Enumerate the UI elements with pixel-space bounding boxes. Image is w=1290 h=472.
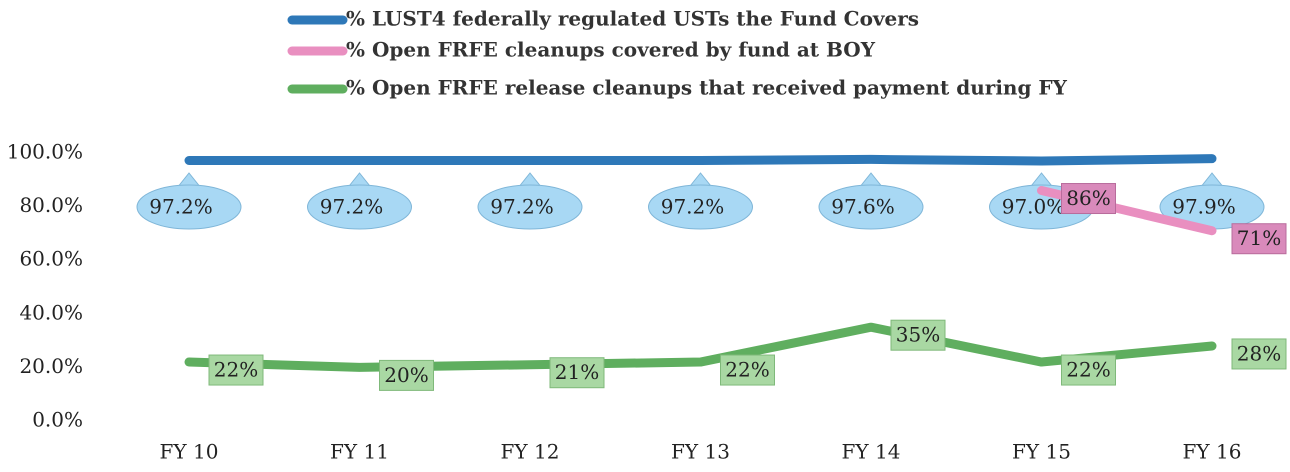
data-label: 20% xyxy=(384,363,428,387)
x-tick-label: FY 12 xyxy=(501,440,560,464)
data-label-bg xyxy=(818,184,924,230)
data-label: 22% xyxy=(1066,358,1110,382)
legend-label: % Open FRFE cleanups covered by fund at … xyxy=(346,38,876,62)
y-tick-label: 80.0% xyxy=(19,193,83,217)
data-label-bg xyxy=(1061,183,1116,215)
data-label: 21% xyxy=(555,360,599,384)
y-tick-label: 0.0% xyxy=(32,408,83,432)
data-label: 28% xyxy=(1237,341,1281,365)
legend-label: % Open FRFE release cleanups that receiv… xyxy=(346,76,1068,100)
data-label-bg xyxy=(648,184,753,230)
data-label-bg xyxy=(136,184,242,230)
x-tick-label: FY 10 xyxy=(160,440,219,464)
data-label-bg xyxy=(1231,223,1287,255)
y-tick-label: 60.0% xyxy=(19,247,83,271)
y-tick-label: 100.0% xyxy=(7,140,83,164)
data-label-bg xyxy=(477,184,583,230)
data-label-bg xyxy=(1061,354,1116,386)
data-label-bg xyxy=(549,357,605,389)
data-label-bg xyxy=(208,354,264,386)
data-label: 71% xyxy=(1237,226,1281,250)
data-label-bg xyxy=(1231,338,1287,370)
data-label-bg xyxy=(720,354,775,386)
data-label: 86% xyxy=(1066,186,1110,210)
data-label: 97.2% xyxy=(490,195,554,219)
data-label: 97.0% xyxy=(1002,195,1066,219)
data-label: 97.2% xyxy=(149,195,213,219)
data-label: 97.6% xyxy=(831,195,895,219)
y-tick-label: 20.0% xyxy=(19,354,83,378)
data-label: 22% xyxy=(214,358,258,382)
x-tick-label: FY 14 xyxy=(842,440,901,464)
data-label-bg xyxy=(379,359,434,391)
data-label-bg xyxy=(307,184,412,230)
x-tick-label: FY 11 xyxy=(330,440,389,464)
data-label-bg xyxy=(890,319,946,351)
x-tick-label: FY 16 xyxy=(1183,440,1242,464)
data-label: 22% xyxy=(725,358,769,382)
data-label: 97.2% xyxy=(661,195,725,219)
data-label: 97.2% xyxy=(320,195,384,219)
data-label: 97.9% xyxy=(1172,195,1236,219)
series-line xyxy=(184,154,1217,166)
x-tick-label: FY 13 xyxy=(671,440,730,464)
data-label: 35% xyxy=(896,323,940,347)
y-tick-label: 40.0% xyxy=(19,300,83,324)
series-line xyxy=(184,322,1217,372)
legend-label: % LUST4 federally regulated USTs the Fun… xyxy=(346,7,919,31)
x-tick-label: FY 15 xyxy=(1012,440,1071,464)
